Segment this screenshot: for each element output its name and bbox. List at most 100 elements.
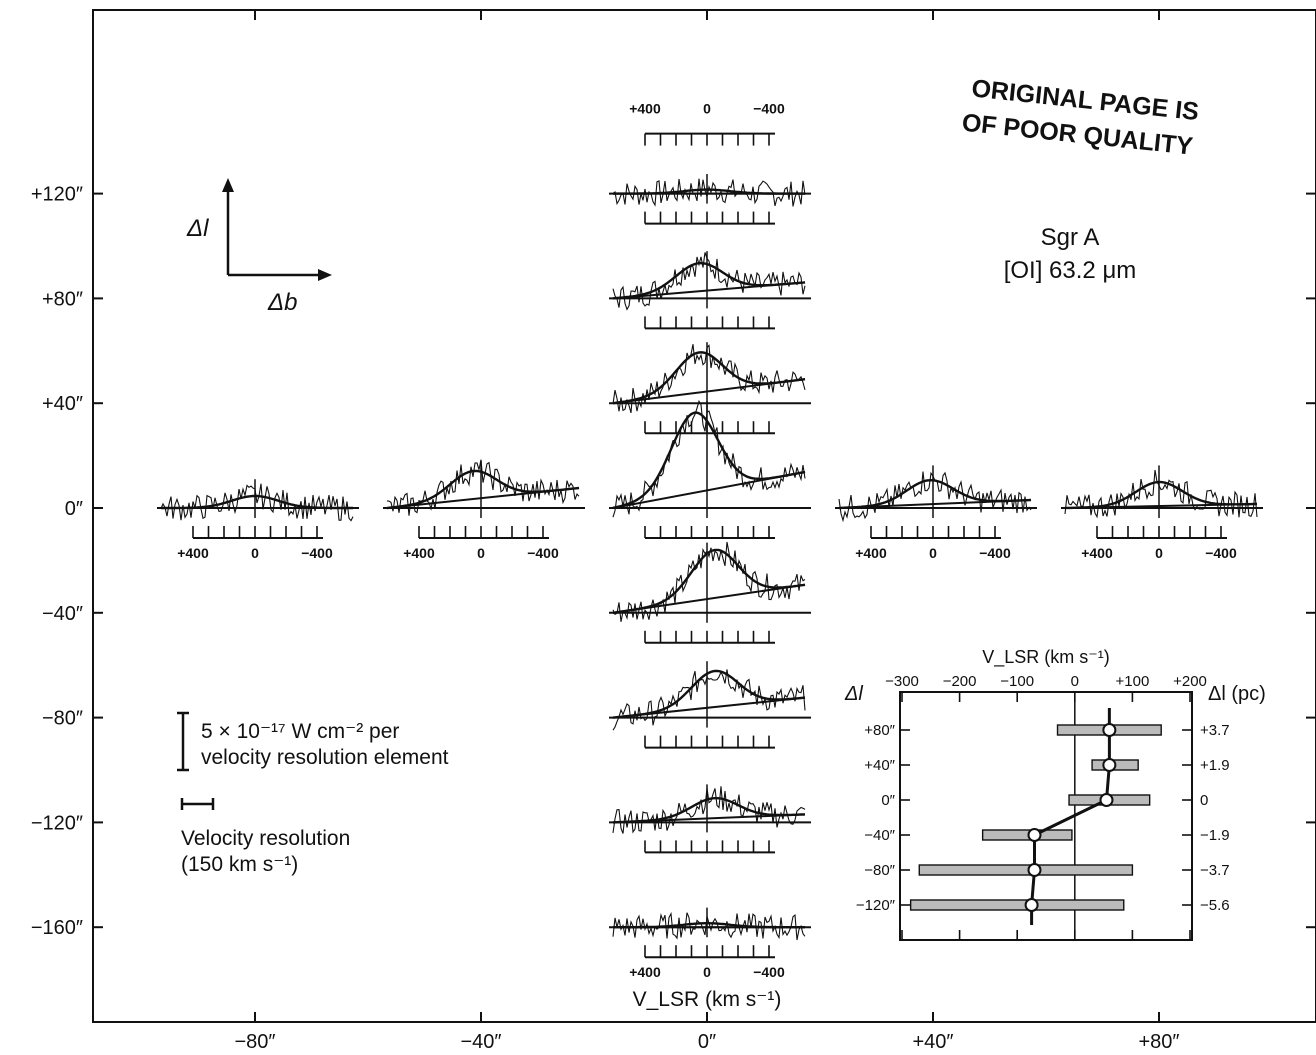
flux-scale-label-1: 5 × 10⁻¹⁷ W cm⁻² per — [201, 720, 399, 743]
velocity-resolution-bar: Velocity resolution (150 km s⁻¹) — [180, 798, 350, 876]
x-tick-label: 0″ — [698, 1031, 716, 1053]
y-tick-label: +40″ — [42, 393, 83, 415]
spectrum: +400 0 −400 — [1061, 465, 1263, 561]
inset-left-label: Δl — [844, 683, 863, 705]
y-tick-label: −40″ — [42, 603, 83, 625]
spectrum-fit-curve — [161, 494, 353, 510]
inset-x-tick-label: −100 — [1000, 673, 1034, 690]
spectrum-velocity-label: +400 — [1081, 545, 1113, 561]
spectrum-fit-curve — [386, 469, 580, 510]
delta-b-label: Δb — [267, 289, 297, 316]
inset-row-label-arcsec: −80″ — [864, 862, 895, 879]
spectrum-velocity-label: +400 — [629, 101, 661, 117]
y-tick-label: −120″ — [31, 812, 83, 834]
inset-velocity-point — [1102, 758, 1117, 772]
spectrum-velocity-label: −400 — [527, 545, 559, 561]
spectrum-velocity-label: −400 — [1205, 545, 1237, 561]
inset-velocity-range-bar — [909, 899, 1125, 911]
inset-row-label-arcsec: 0″ — [881, 792, 895, 809]
inset-content: −300 −200 −100 0 +100 +200 +80″ +3.7 +40″ +1.9 0″ 0… — [856, 673, 1230, 940]
spectrum-fit-curve — [612, 261, 806, 300]
inset-xlabel: V_LSR (km s⁻¹) — [982, 647, 1110, 668]
spectrum-fit-curve — [838, 478, 1032, 510]
spectrum-velocity-label: 0 — [477, 545, 485, 561]
spectrum: +400 0 −400 — [609, 907, 811, 980]
x-axis-ticks: −80″ −40″ 0″ +40″ +80″ — [234, 10, 1180, 1053]
spectrum-velocity-label: 0 — [251, 545, 259, 561]
spectrum-velocity-label: 0 — [929, 545, 937, 561]
inset-row-label-pc: +1.9 — [1200, 757, 1230, 774]
spectrum-velocity-label: −400 — [979, 545, 1011, 561]
x-tick-label: −80″ — [234, 1031, 275, 1053]
inset-row-label-arcsec: +80″ — [864, 722, 895, 739]
spectrum-velocity-label: +400 — [177, 545, 209, 561]
flux-scale-bar: 5 × 10⁻¹⁷ W cm⁻² per velocity resolution… — [177, 711, 449, 772]
flux-scale-label-2: velocity resolution element — [201, 746, 449, 769]
spectrum-data-trace — [612, 399, 806, 518]
delta-l-arrowhead — [222, 178, 234, 192]
y-tick-label: +80″ — [42, 288, 83, 310]
spectrum-velocity-axis-label: V_LSR (km s⁻¹) — [633, 988, 782, 1011]
inset-velocity-point — [1102, 723, 1117, 737]
inset-row-label-pc: −3.7 — [1200, 862, 1230, 879]
inset-velocity-range-bar — [918, 864, 1134, 876]
spectrum-fit-curve — [612, 351, 806, 405]
spectrum-fit-curve — [613, 188, 805, 195]
spectrum-data-trace — [612, 541, 806, 622]
spectrum-data-trace — [612, 344, 806, 414]
orientation-arrows: Δl Δb — [186, 178, 332, 316]
spectrum: +400 0 −400 — [157, 479, 359, 561]
inset-velocity-range-bar — [981, 829, 1073, 841]
x-tick-label: −40″ — [460, 1031, 501, 1053]
spectrum: +400 0 −400 — [609, 101, 811, 225]
y-tick-label: −80″ — [42, 708, 83, 730]
spectrum-velocity-label: 0 — [703, 964, 711, 980]
inset-row-label-arcsec: +40″ — [864, 757, 895, 774]
spectra-group: +400 0 −400 +400 0 −400 +400 0 −400 +400 0 −400 +400… — [157, 101, 1263, 980]
spectrum-data-trace — [612, 786, 806, 834]
delta-l-label: Δl — [186, 215, 209, 242]
spectrum: +400 0 −400 — [383, 459, 585, 561]
spectrum — [609, 251, 811, 330]
y-axis-ticks: +120″ +80″ +40″ 0″ −40″ −80″ −120″ −160″ — [31, 184, 1316, 939]
spectrum — [609, 661, 811, 749]
spectrum-fit-curve — [612, 548, 806, 614]
y-tick-label: 0″ — [65, 498, 83, 520]
inset-x-tick-label: +200 — [1173, 673, 1207, 690]
inset-row-label-pc: 0 — [1200, 792, 1208, 809]
spectrum-data-trace — [1064, 469, 1258, 519]
velocity-inset: V_LSR (km s⁻¹) Δl Δl (pc) −300 −200 −100 0 +… — [844, 647, 1266, 941]
spectrum-velocity-label: −400 — [753, 101, 785, 117]
inset-row-label-arcsec: −40″ — [864, 827, 895, 844]
spectrum-fit-curve — [1064, 480, 1257, 510]
spectrum-velocity-label: 0 — [703, 101, 711, 117]
velocity-resolution-label-2: (150 km s⁻¹) — [181, 853, 298, 876]
spectrum-velocity-label: +400 — [855, 545, 887, 561]
plot-frame — [92, 9, 1316, 1023]
quality-stamp: ORIGINAL PAGE IS OF POOR QUALITY — [961, 74, 1201, 160]
inset-x-tick-label: 0 — [1071, 673, 1079, 690]
spectrum — [609, 342, 811, 435]
inset-velocity-point — [1027, 863, 1042, 877]
x-tick-label: +40″ — [912, 1031, 953, 1053]
inset-row-label-pc: +3.7 — [1200, 722, 1230, 739]
x-tick-label: +80″ — [1138, 1031, 1179, 1053]
spectrum-velocity-label: +400 — [403, 545, 435, 561]
velocity-resolution-label-1: Velocity resolution — [181, 827, 350, 850]
spectrum-velocity-label: −400 — [301, 545, 333, 561]
spectrum-fit-curve — [612, 797, 806, 824]
spectrum-fit-curve — [613, 922, 805, 929]
spectrum-data-trace — [838, 471, 1032, 523]
spectrum-data-trace — [612, 178, 806, 207]
spectrum-data-trace — [612, 252, 806, 311]
spectrum-data-trace — [160, 483, 354, 522]
inset-row-label-arcsec: −120″ — [856, 897, 896, 914]
spectrum-velocity-label: −400 — [753, 964, 785, 980]
inset-velocity-point — [1027, 828, 1042, 842]
inset-velocity-point — [1099, 793, 1114, 807]
delta-b-arrowhead — [318, 269, 332, 281]
inset-x-tick-label: +100 — [1116, 673, 1150, 690]
inset-right-label: Δl (pc) — [1208, 683, 1266, 705]
source-label: Sgr A — [1041, 224, 1100, 251]
